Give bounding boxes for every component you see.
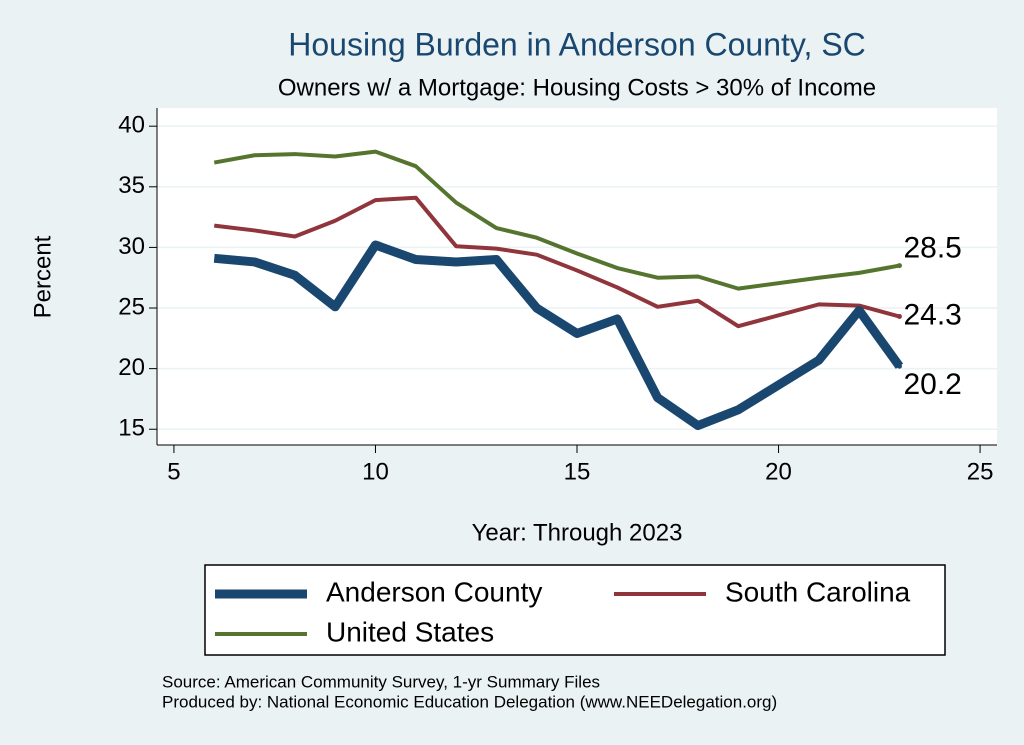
end-label: 24.3 — [903, 298, 961, 331]
x-tick-label: 20 — [765, 458, 792, 485]
y-tick-label: 20 — [118, 354, 145, 381]
end-label: 28.5 — [903, 232, 961, 265]
legend-label: South Carolina — [725, 576, 911, 607]
x-tick-label: 25 — [967, 458, 994, 485]
end-point — [896, 314, 902, 320]
end-point — [896, 263, 902, 269]
x-tick-label: 10 — [362, 458, 389, 485]
y-tick-label: 15 — [118, 415, 145, 442]
x-tick-label: 15 — [564, 458, 591, 485]
y-tick-label: 35 — [118, 172, 145, 199]
legend — [204, 564, 946, 656]
x-tick-label: 5 — [167, 458, 180, 485]
y-tick-label: 30 — [118, 233, 145, 260]
legend-label: United States — [326, 616, 494, 647]
end-label: 20.2 — [903, 368, 961, 401]
y-axis-label: Percent — [29, 235, 56, 318]
series-line — [213, 195, 900, 329]
chart-title: Housing Burden in Anderson County, SC — [288, 26, 866, 62]
series-line — [213, 149, 900, 291]
source-note: Source: American Community Survey, 1-yr … — [162, 672, 600, 691]
legend-label: Anderson County — [326, 576, 542, 607]
plot-area — [157, 108, 997, 445]
series-line — [213, 240, 904, 431]
end-point — [896, 363, 902, 369]
y-tick-label: 25 — [118, 293, 145, 320]
y-tick-label: 40 — [118, 112, 145, 139]
chart-subtitle: Owners w/ a Mortgage: Housing Costs > 30… — [278, 74, 876, 101]
producer-note: Produced by: National Economic Education… — [162, 692, 777, 711]
x-axis-label: Year: Through 2023 — [472, 519, 683, 546]
